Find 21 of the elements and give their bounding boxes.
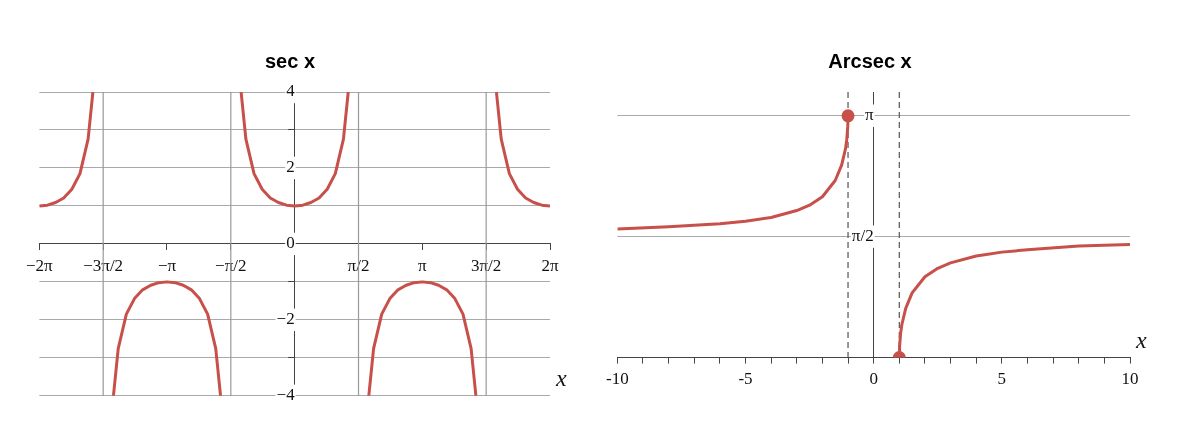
x-axis-title: x xyxy=(555,365,567,392)
x-tick-label: π xyxy=(418,255,428,275)
y-tick-label: 2 xyxy=(286,157,295,177)
y-tick-label: 0 xyxy=(286,233,295,253)
chart-title: sec x xyxy=(264,49,316,72)
x-tick-label: 3π/2 xyxy=(471,255,502,275)
x-tick-label: -10 xyxy=(605,369,629,389)
chart-title: Arcsec x xyxy=(828,49,912,72)
y-tick-label: 4 xyxy=(286,81,296,101)
y-tick-label: −4 xyxy=(276,385,296,405)
x-tick-label: -5 xyxy=(738,369,753,389)
x-tick-label: −2π xyxy=(26,255,54,275)
x-axis-title: x xyxy=(1135,326,1147,353)
x-tick-label: π/2 xyxy=(347,255,370,275)
y-tick-label: −2 xyxy=(276,309,295,329)
x-tick-label: 10 xyxy=(1121,369,1139,389)
x-tick-label: 2π xyxy=(541,255,559,275)
x-tick-label: 5 xyxy=(997,369,1007,389)
x-tick-label: −π/2 xyxy=(215,255,247,275)
x-tick-label: −3π/2 xyxy=(83,255,124,275)
x-tick-label: −π xyxy=(157,255,177,275)
